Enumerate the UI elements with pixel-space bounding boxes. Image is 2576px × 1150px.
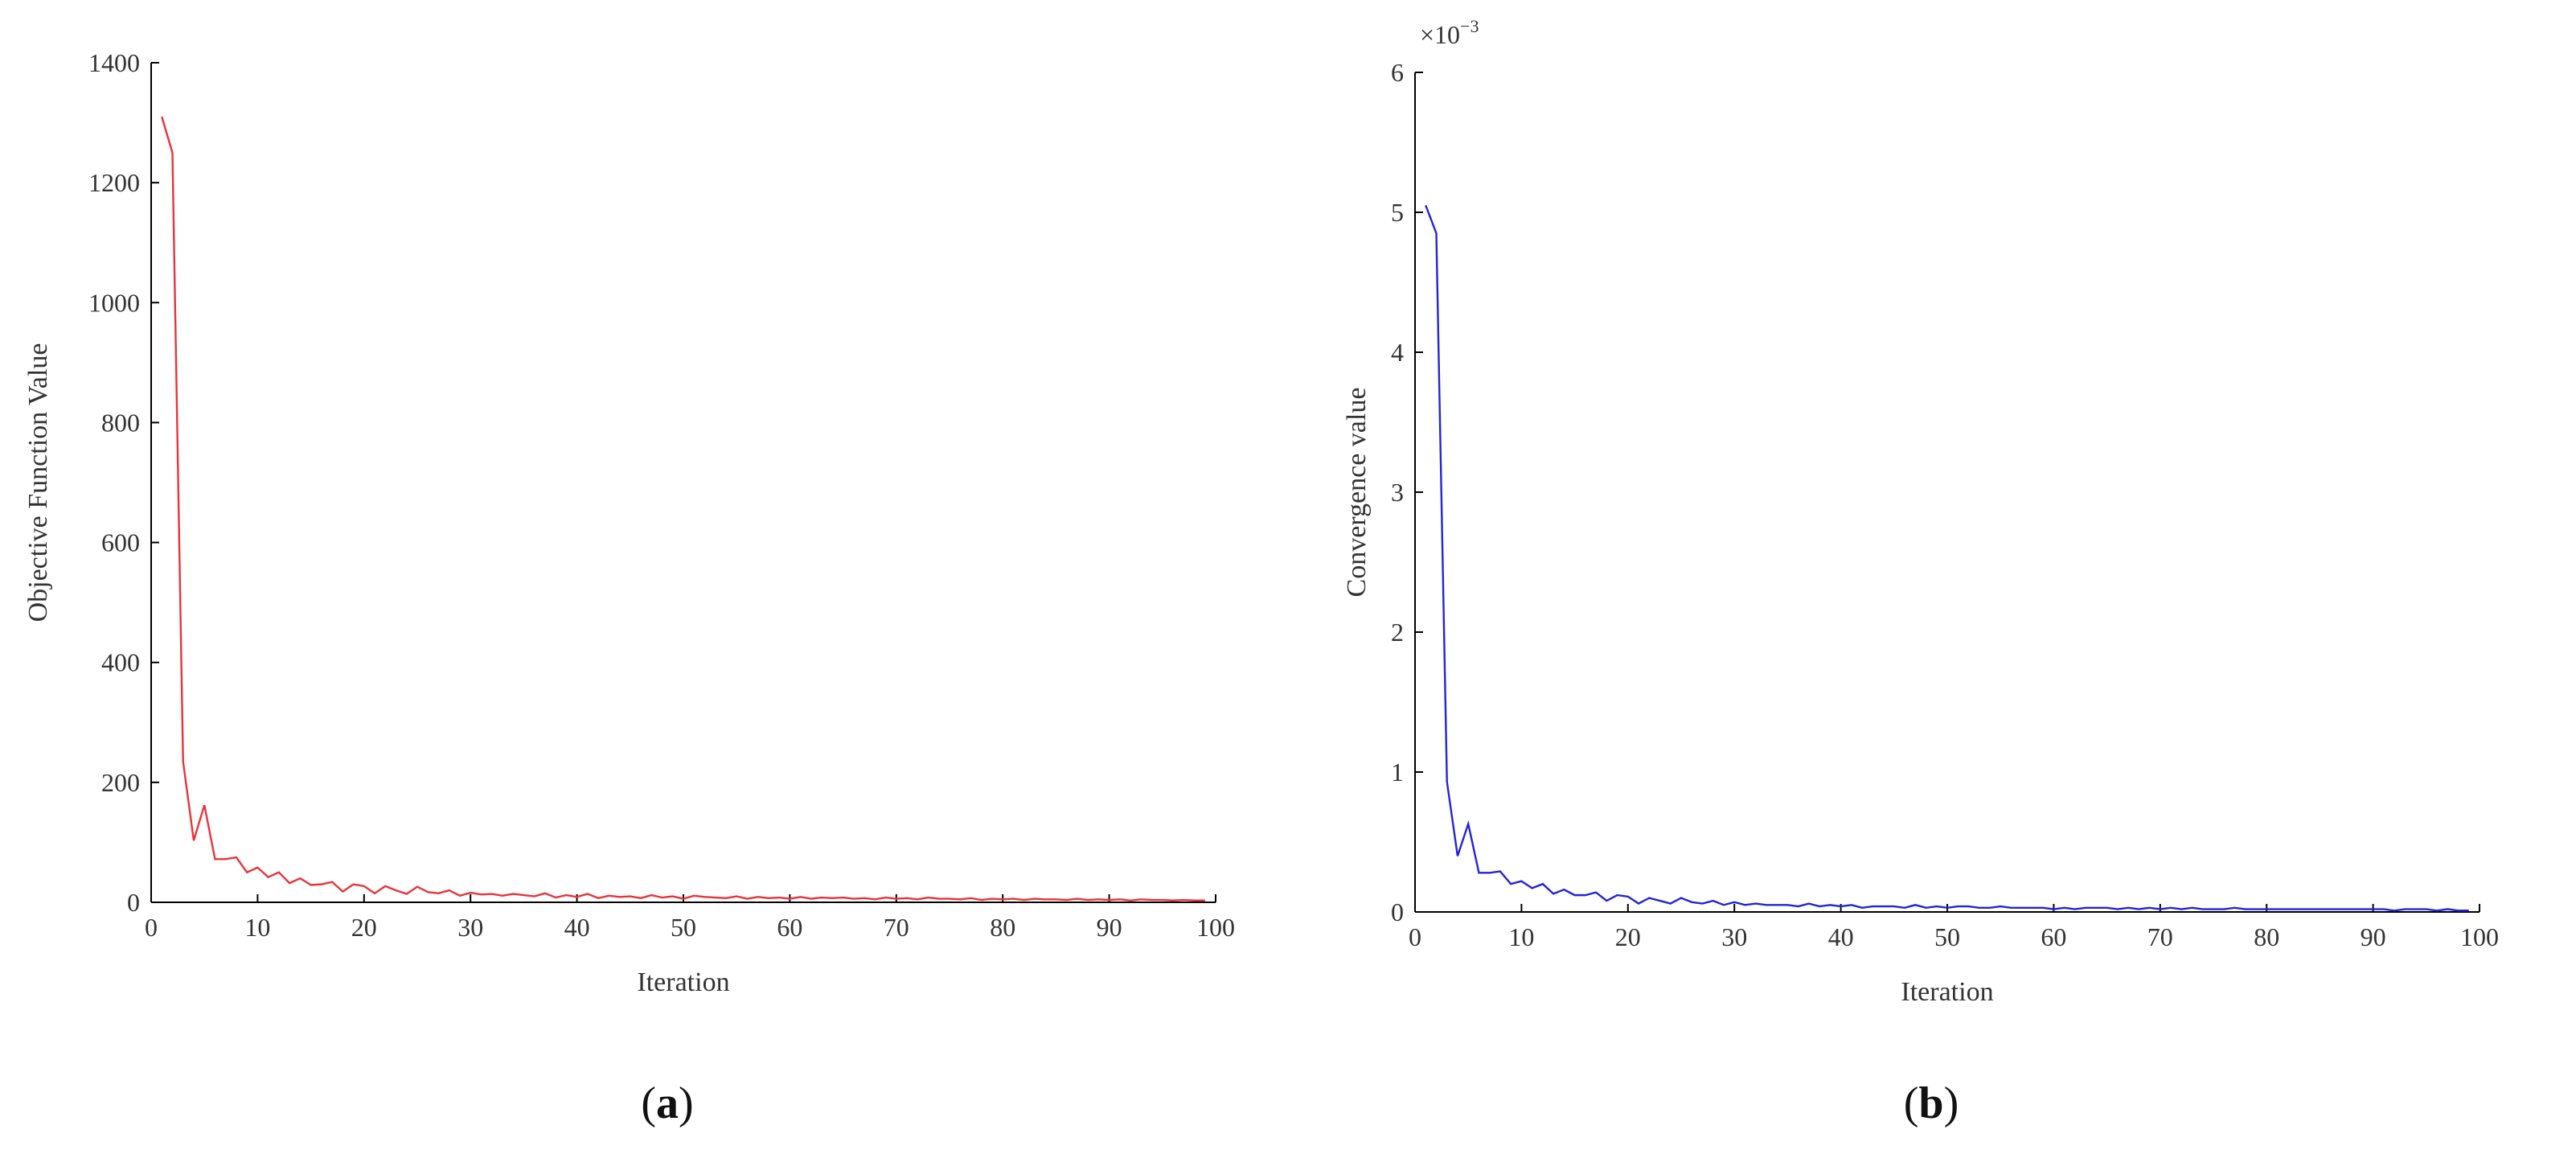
x-tick-label: 100 [2460,922,2499,951]
x-tick-label: 90 [1097,913,1122,942]
x-tick-label: 20 [1615,922,1641,951]
x-tick-label: 50 [671,913,696,942]
convergence-value-chart: 0 10 20 30 40 50 60 70 80 90 100 0 1 2 3 4 5 6 ×10−3 Ite… [1342,16,2499,1128]
x-tick-label: 20 [351,913,377,942]
x-tick-label: 90 [2361,922,2386,951]
x-tick-label: 0 [145,913,158,942]
y-tick-label: 1200 [88,168,140,197]
y-tick-label: 0 [1391,897,1404,926]
x-tick-label: 60 [777,913,802,942]
y-ticks: 0 200 400 600 800 1000 1200 1400 [88,48,159,917]
x-ticks: 0 10 20 30 40 50 60 70 80 90 100 [145,894,1235,942]
panel-label: a [656,1078,679,1128]
y-axis-title: Objective Function Value [23,343,53,622]
y-tick-label: 800 [101,408,140,437]
panel-caption: (a) [641,1078,693,1128]
y-tick-label: 4 [1391,338,1404,367]
x-tick-label: 10 [244,913,270,942]
x-tick-label: 30 [457,913,483,942]
chart-panel-a: 0 10 20 30 40 50 60 70 80 90 100 0 200 400 600 800 1000… [23,48,1235,1128]
panel-label: b [1918,1078,1943,1128]
chart-panel-b: 0 10 20 30 40 50 60 70 80 90 100 0 1 2 3 4 5 6 ×10−3 Ite… [1288,0,2576,1150]
y-multiplier-exponent: −3 [1460,16,1479,36]
y-multiplier-base: ×10 [1420,20,1460,49]
x-tick-label: 70 [2147,922,2173,951]
y-tick-label: 3 [1391,478,1404,507]
y-tick-label: 1 [1391,758,1404,787]
x-tick-label: 100 [1196,913,1235,942]
y-tick-label: 200 [101,768,140,797]
x-axis-title: Iteration [1901,977,1993,1007]
objective-function-chart: 0 10 20 30 40 50 60 70 80 90 100 0 200 400 600 800 1000… [23,48,1235,1128]
y-tick-label: 600 [101,528,140,557]
y-multiplier-label: ×10−3 [1420,16,1479,49]
y-tick-label: 1000 [88,288,140,317]
x-tick-label: 0 [1409,922,1421,951]
y-tick-label: 400 [101,648,140,677]
x-tick-label: 70 [884,913,909,942]
y-tick-label: 5 [1391,198,1404,227]
x-tick-label: 40 [564,913,590,942]
x-tick-label: 80 [2254,922,2279,951]
y-tick-label: 6 [1391,58,1404,87]
x-axis-title: Iteration [637,967,729,997]
x-ticks: 0 10 20 30 40 50 60 70 80 90 100 [1409,904,2499,951]
x-tick-label: 30 [1721,922,1747,951]
y-tick-label: 0 [127,888,140,917]
y-ticks: 0 1 2 3 4 5 6 [1391,58,1423,926]
x-tick-label: 10 [1508,922,1534,951]
series-line [1425,204,2469,912]
panel-caption: (b) [1904,1078,1959,1128]
x-tick-label: 60 [2041,922,2066,951]
series-line [161,116,1205,902]
x-tick-label: 80 [990,913,1015,942]
y-tick-label: 1400 [88,48,140,77]
y-axis-title: Convergence value [1342,388,1372,598]
y-tick-label: 2 [1391,618,1404,647]
x-tick-label: 40 [1828,922,1854,951]
x-tick-label: 50 [1934,922,1960,951]
